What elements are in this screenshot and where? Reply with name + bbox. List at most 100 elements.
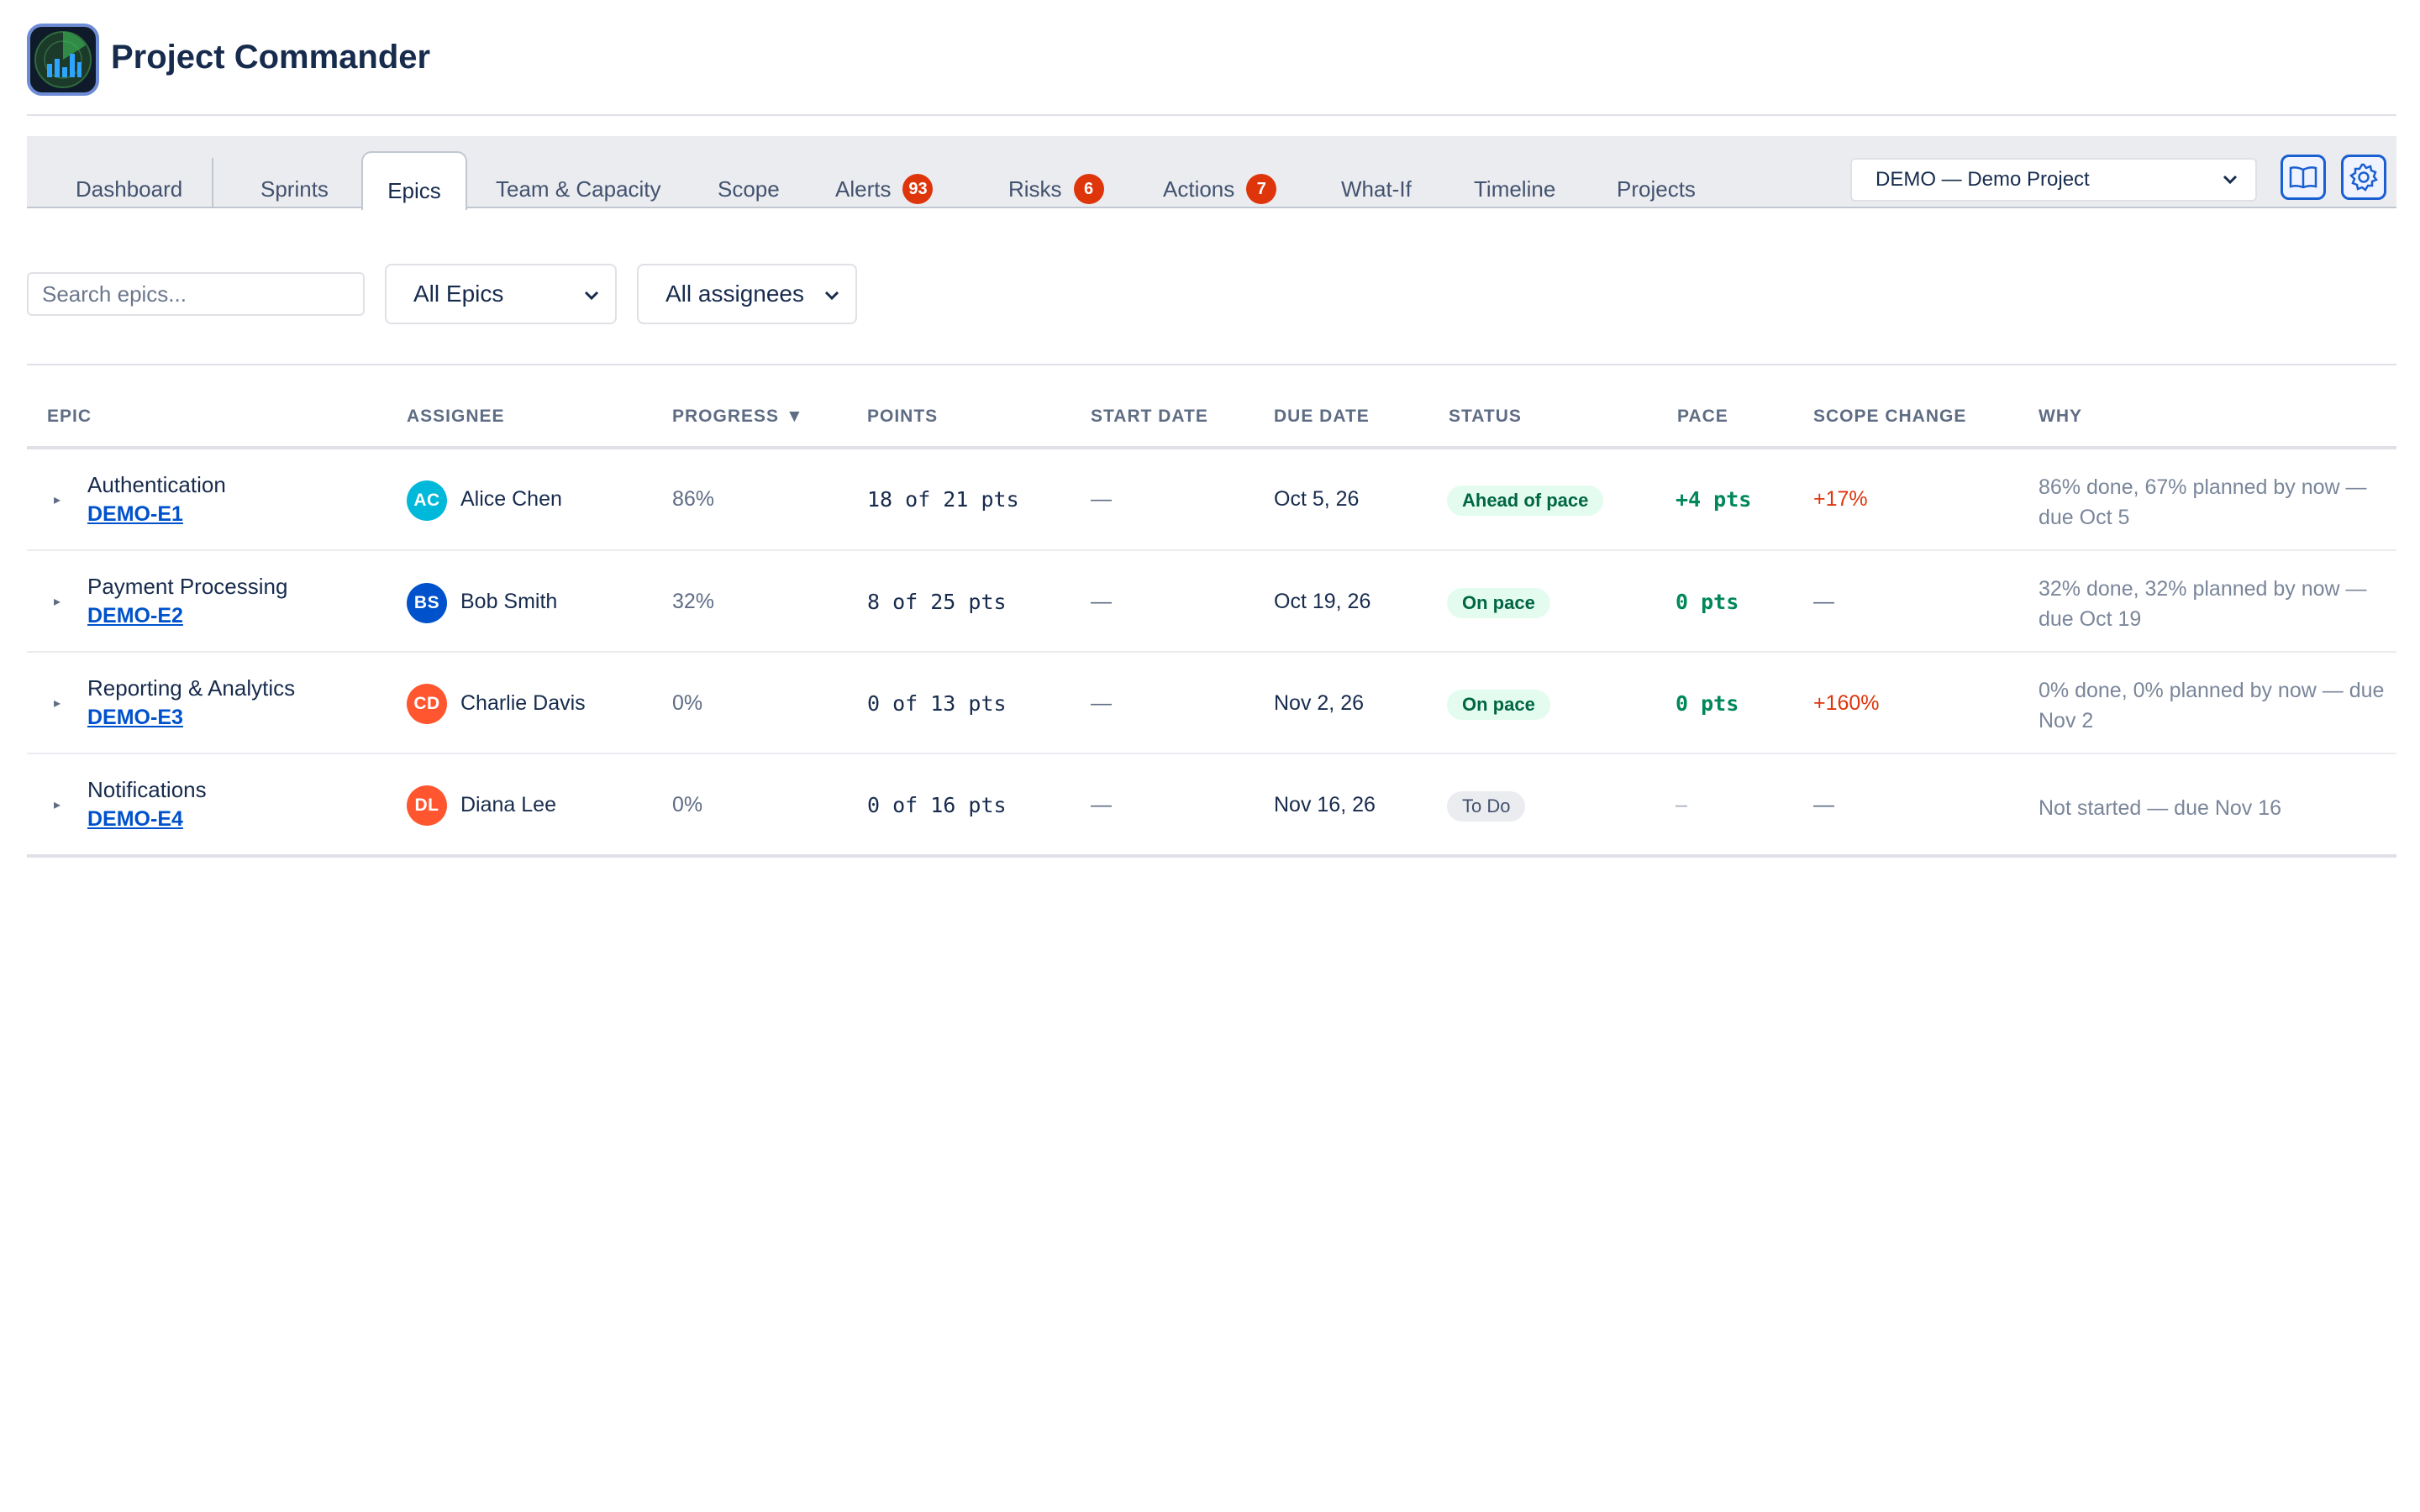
why-text: 0% done, 0% planned by now — due Nov 2: [2039, 679, 2385, 732]
column-header-why[interactable]: WHY: [2039, 407, 2082, 426]
points-value: 0 of 16 pts: [867, 793, 1007, 817]
tab-divider: [212, 158, 213, 208]
progress-value: 0%: [672, 793, 703, 816]
row-divider: [27, 651, 2396, 653]
chevron-down-icon: [584, 291, 599, 301]
table-bottom-border: [27, 854, 2396, 858]
avatar-initials: AC: [413, 491, 440, 510]
tab-dashboard[interactable]: Dashboard: [76, 151, 182, 208]
column-header-status[interactable]: STATUS: [1449, 407, 1522, 426]
project-select-value: DEMO — Demo Project: [1876, 168, 2090, 191]
column-header-points[interactable]: POINTS: [867, 407, 939, 426]
tab-label: Actions: [1163, 176, 1235, 202]
search-epics-input[interactable]: Search epics...: [27, 272, 365, 316]
avatar-initials: DL: [414, 795, 439, 815]
expand-row-icon[interactable]: ▸: [54, 798, 61, 812]
epic-key-link[interactable]: DEMO-E3: [87, 706, 183, 729]
tab-projects[interactable]: Projects: [1617, 151, 1696, 208]
start-date-value: —: [1091, 691, 1112, 715]
tab-alerts[interactable]: Alerts 93: [835, 151, 934, 208]
epic-name: Notifications: [87, 777, 207, 802]
epic-key-link[interactable]: DEMO-E2: [87, 604, 183, 627]
risks-count-badge: 6: [1073, 174, 1104, 204]
assignee-filter-select[interactable]: All assignees: [637, 264, 857, 324]
points-value: 8 of 25 pts: [867, 590, 1007, 614]
tab-label: Alerts: [835, 176, 892, 202]
sort-descending-icon: ▼: [786, 407, 804, 426]
row-divider: [27, 549, 2396, 551]
settings-button[interactable]: [2341, 155, 2386, 200]
start-date-value: —: [1091, 487, 1112, 511]
points-value: 0 of 13 pts: [867, 691, 1007, 716]
tab-timeline[interactable]: Timeline: [1474, 151, 1555, 208]
column-header-start-date[interactable]: START DATE: [1091, 407, 1208, 426]
column-header-epic[interactable]: EPIC: [47, 407, 92, 426]
assignee-name: Alice Chen: [460, 487, 562, 511]
assignee-name: Bob Smith: [460, 590, 558, 613]
actions-count-badge: 7: [1246, 174, 1277, 204]
column-header-scope-change[interactable]: SCOPE CHANGE: [1813, 407, 1967, 426]
tab-risks[interactable]: Risks 6: [1008, 151, 1104, 208]
chevron-down-icon: [2223, 175, 2238, 185]
points-value: 18 of 21 pts: [867, 487, 1019, 512]
tab-label: Team & Capacity: [496, 176, 661, 202]
chevron-down-icon: [824, 291, 839, 301]
status-badge: On pace: [1447, 588, 1550, 618]
why-text: 32% done, 32% planned by now — due Oct 1…: [2039, 577, 2367, 631]
avatar-initials: CD: [413, 694, 440, 713]
status-badge: Ahead of pace: [1447, 486, 1604, 516]
progress-value: 32%: [672, 590, 715, 613]
expand-row-icon[interactable]: ▸: [54, 493, 61, 507]
alerts-count-badge: 93: [902, 174, 934, 204]
tab-epics[interactable]: Epics: [361, 151, 467, 210]
tab-label: Projects: [1617, 176, 1696, 202]
app-title: Project Commander: [111, 39, 431, 76]
tab-label: Scope: [718, 176, 780, 202]
app-header: Project Commander: [27, 24, 2396, 116]
tab-what-if[interactable]: What-If: [1341, 151, 1412, 208]
why-text: Not started — due Nov 16: [2039, 796, 2282, 820]
due-date-value: Oct 5, 26: [1274, 487, 1360, 511]
project-select[interactable]: DEMO — Demo Project: [1850, 158, 2257, 202]
progress-value: 0%: [672, 691, 703, 715]
progress-value: 86%: [672, 487, 715, 511]
scope-change-value: —: [1813, 590, 1834, 613]
epic-name: Reporting & Analytics: [87, 675, 296, 701]
epic-name: Authentication: [87, 472, 226, 497]
table-header-divider: [27, 446, 2396, 449]
search-placeholder: Search epics...: [42, 281, 187, 307]
tab-scope[interactable]: Scope: [718, 151, 780, 208]
tab-team-capacity[interactable]: Team & Capacity: [496, 151, 661, 208]
avatar: CD: [407, 684, 447, 724]
avatar: AC: [407, 480, 447, 521]
why-text: 86% done, 67% planned by now — due Oct 5: [2039, 475, 2367, 529]
tab-label: What-If: [1341, 176, 1412, 202]
column-header-progress[interactable]: PROGRESS ▼: [672, 407, 804, 427]
tab-actions[interactable]: Actions 7: [1163, 151, 1277, 208]
avatar: BS: [407, 583, 447, 623]
expand-row-icon[interactable]: ▸: [54, 595, 61, 609]
avatar-initials: BS: [413, 593, 440, 612]
tab-label: Timeline: [1474, 176, 1556, 202]
epic-filter-select[interactable]: All Epics: [385, 264, 617, 324]
epic-key-link[interactable]: DEMO-E1: [87, 502, 183, 526]
assignee-filter-value: All assignees: [666, 281, 804, 307]
column-header-assignee[interactable]: ASSIGNEE: [407, 407, 505, 426]
status-badge: On pace: [1447, 690, 1550, 720]
scope-change-value: —: [1813, 793, 1834, 816]
column-header-pace[interactable]: PACE: [1677, 407, 1728, 426]
gear-icon: [2349, 163, 2378, 192]
docs-button[interactable]: [2281, 155, 2326, 200]
column-header-due-date[interactable]: DUE DATE: [1274, 407, 1370, 426]
assignee-name: Charlie Davis: [460, 691, 586, 715]
start-date-value: —: [1091, 793, 1112, 816]
pace-value: 0 pts: [1676, 691, 1739, 716]
expand-row-icon[interactable]: ▸: [54, 696, 61, 711]
tab-label: Sprints: [260, 176, 329, 202]
epic-name: Payment Processing: [87, 574, 288, 599]
avatar: DL: [407, 785, 447, 826]
tab-sprints[interactable]: Sprints: [260, 151, 329, 208]
table-top-border: [27, 364, 2396, 365]
epic-key-link[interactable]: DEMO-E4: [87, 807, 183, 831]
